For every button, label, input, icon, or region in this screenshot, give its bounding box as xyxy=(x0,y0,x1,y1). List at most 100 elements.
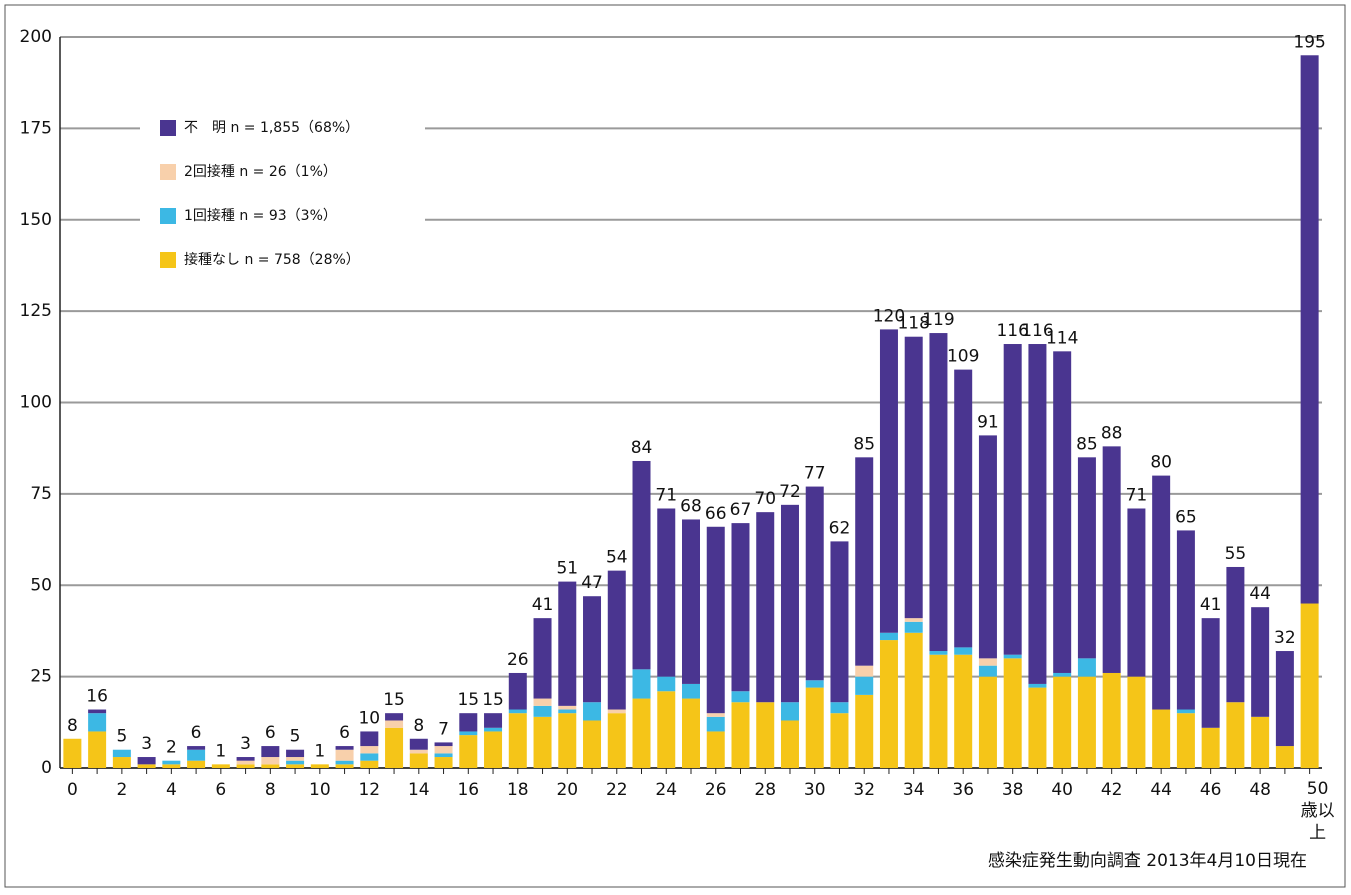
bar-segment xyxy=(583,720,602,768)
legend-label: 1回接種 n = 93（3%） xyxy=(184,207,337,224)
total-label: 62 xyxy=(829,518,851,538)
bar-segment xyxy=(1300,55,1319,604)
total-label: 6 xyxy=(265,723,276,743)
y-tick-label: 0 xyxy=(41,758,52,778)
bar-segment xyxy=(434,746,453,754)
total-label: 55 xyxy=(1225,544,1247,564)
x-tick-label: 40 xyxy=(1051,780,1073,800)
bar-segment xyxy=(187,749,206,761)
bar-segment xyxy=(1127,508,1146,677)
bar-segment xyxy=(236,764,255,768)
bar-segment xyxy=(682,519,700,684)
total-label: 77 xyxy=(804,464,826,484)
y-tick-label: 200 xyxy=(20,27,52,47)
bar-segment xyxy=(558,705,577,710)
legend-label: 接種なし n = 758（28%） xyxy=(184,251,360,268)
bar-segment xyxy=(583,702,602,721)
total-label: 118 xyxy=(897,314,929,334)
bar-segment xyxy=(780,702,799,721)
bar-segment xyxy=(1077,457,1096,659)
bar-segment xyxy=(286,760,305,765)
bar-segment xyxy=(830,541,849,703)
bar-segment xyxy=(1176,530,1195,710)
bar-segment xyxy=(1003,654,1022,659)
bar-segment xyxy=(385,713,404,721)
total-label: 116 xyxy=(1021,321,1053,341)
total-label: 70 xyxy=(754,489,776,509)
legend-label: 2回接種 n = 26（1%） xyxy=(184,163,337,180)
total-label: 7 xyxy=(438,719,449,739)
bar-segment xyxy=(904,618,923,622)
bar-segment xyxy=(929,651,948,655)
total-label: 66 xyxy=(705,504,727,524)
total-label: 8 xyxy=(413,716,424,736)
bar-segment xyxy=(978,676,997,768)
bar-segment xyxy=(385,720,404,728)
bar-segment xyxy=(236,757,255,761)
bar-segment xyxy=(484,731,503,768)
bar-segment xyxy=(1152,475,1171,710)
bar-segment xyxy=(409,738,428,750)
bar-segment xyxy=(434,753,453,758)
total-label: 109 xyxy=(947,347,979,367)
bar-segment xyxy=(88,713,107,732)
y-tick-label: 150 xyxy=(20,210,52,230)
total-label: 5 xyxy=(116,727,127,747)
bar-segment xyxy=(360,731,379,747)
bar-segment xyxy=(459,731,478,736)
bar-segment xyxy=(286,749,305,758)
bar-segment xyxy=(682,683,700,699)
total-label: 15 xyxy=(383,690,405,710)
y-tick-label: 100 xyxy=(20,393,52,413)
bar-segment xyxy=(731,702,750,768)
bar-segment xyxy=(731,523,750,692)
total-label: 6 xyxy=(191,723,202,743)
bar-segment xyxy=(830,702,849,714)
bar-segment xyxy=(261,757,280,765)
bar-segment xyxy=(211,764,230,768)
bar-segment xyxy=(1300,603,1319,768)
bar-segment xyxy=(335,746,354,750)
bar-segment xyxy=(805,680,824,688)
bar-segment xyxy=(1226,566,1245,703)
bar-segment xyxy=(310,764,329,768)
bar-segment xyxy=(558,581,577,706)
bar-segment xyxy=(657,676,676,692)
bar-segment xyxy=(137,764,156,768)
bar-segment xyxy=(1102,446,1121,673)
bar-segment xyxy=(508,672,527,710)
bar-segment xyxy=(978,658,997,666)
total-label: 91 xyxy=(977,412,999,432)
total-label: 1 xyxy=(215,741,226,761)
x-tick-label: 20 xyxy=(556,780,578,800)
bar-segment xyxy=(607,709,626,714)
bar-segment xyxy=(904,632,923,768)
bar-segment xyxy=(1176,713,1195,768)
bar-segment xyxy=(558,709,577,714)
total-label: 85 xyxy=(1076,434,1098,454)
bar-segment xyxy=(187,746,206,750)
total-label: 15 xyxy=(457,690,479,710)
x-tick-label: 34 xyxy=(903,780,925,800)
total-label: 119 xyxy=(922,310,954,330)
bar-segment xyxy=(137,757,156,765)
total-label: 120 xyxy=(873,306,905,326)
bar-segment xyxy=(756,512,775,703)
x-tick-label: 30 xyxy=(804,780,826,800)
bar-segment xyxy=(978,665,997,677)
total-label: 116 xyxy=(996,321,1028,341)
total-label: 5 xyxy=(290,727,301,747)
legend-swatch xyxy=(160,208,176,224)
bar-segment xyxy=(607,713,626,768)
bar-segment xyxy=(1226,702,1245,768)
legend-label: 不 明 n = 1,855（68%） xyxy=(184,120,359,136)
bar-segment xyxy=(1077,676,1096,768)
bar-segment xyxy=(112,749,131,758)
total-label: 68 xyxy=(680,496,702,516)
total-label: 15 xyxy=(482,690,504,710)
y-tick-label: 50 xyxy=(30,575,52,595)
bar-segment xyxy=(112,757,131,768)
bar-segment xyxy=(1152,709,1171,768)
bar-segment xyxy=(409,749,428,754)
bar-segment xyxy=(508,709,527,714)
